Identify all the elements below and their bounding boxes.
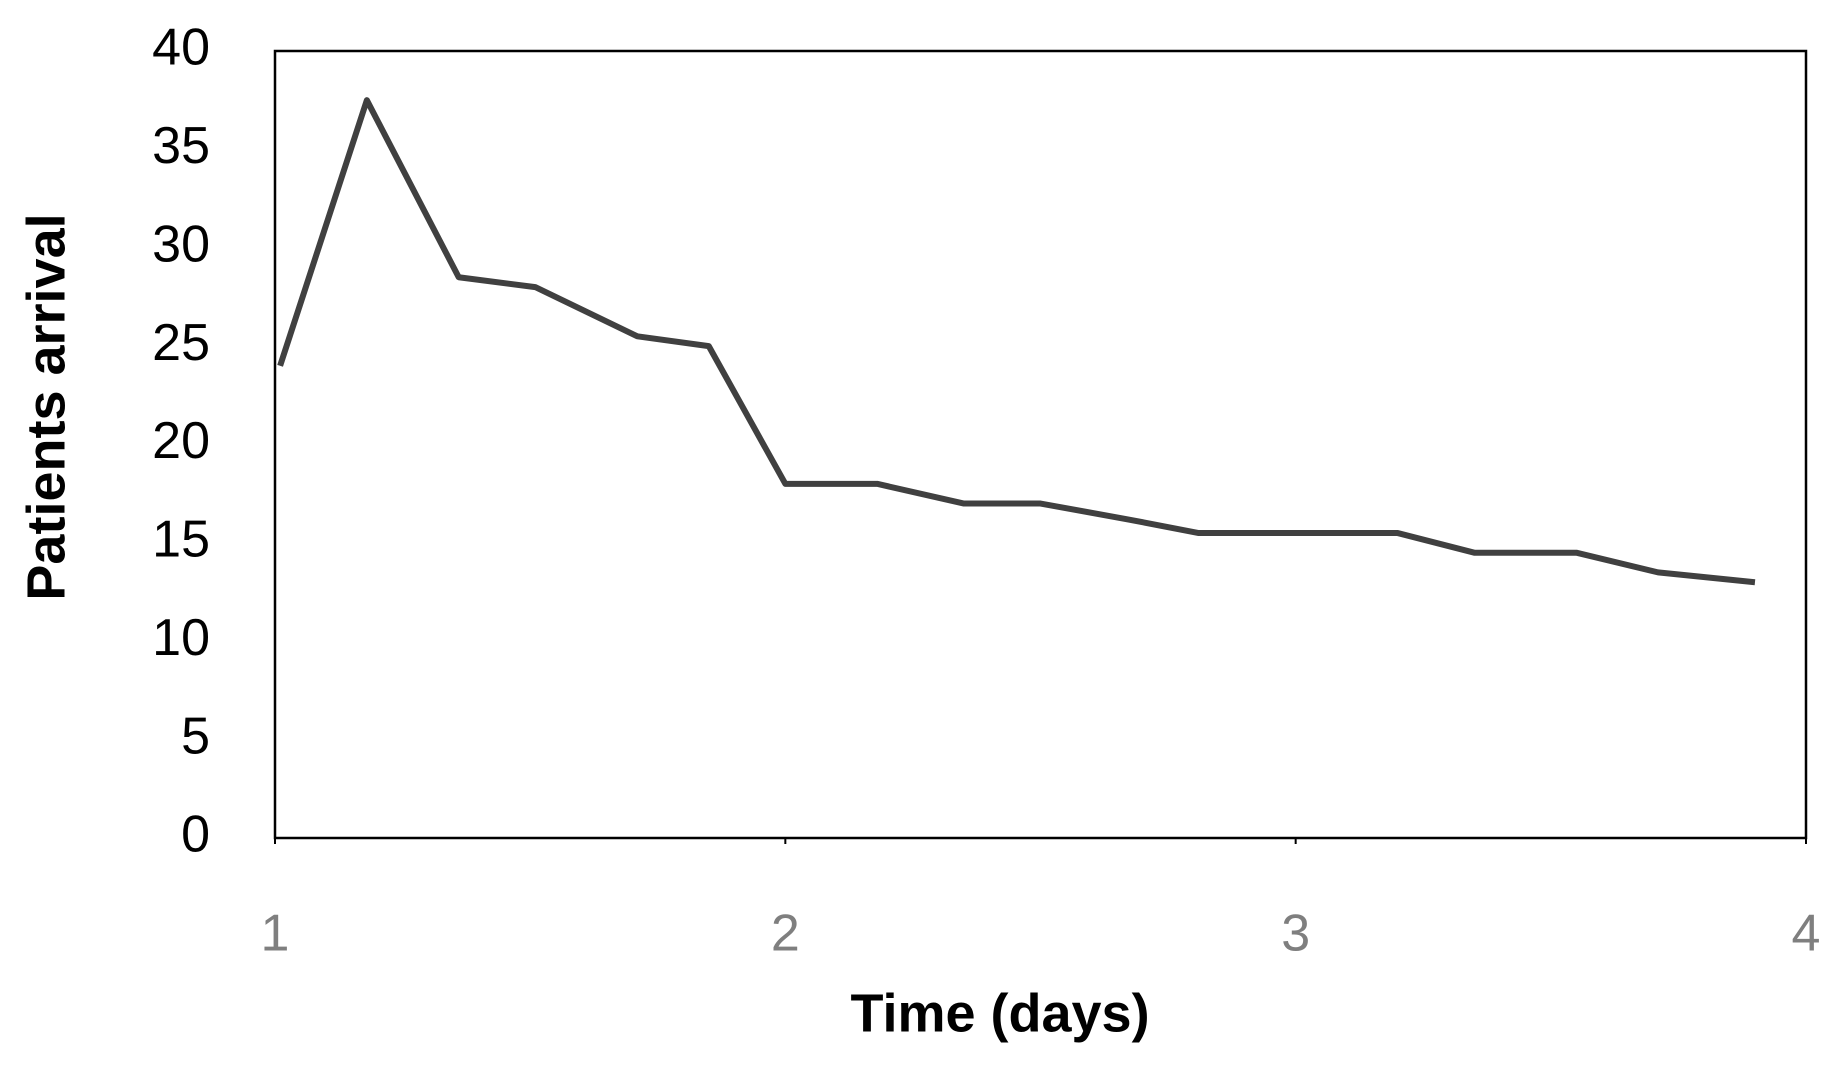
y-tick-label: 0 bbox=[181, 806, 210, 864]
y-tick-label: 10 bbox=[152, 609, 210, 667]
y-tick-label: 15 bbox=[152, 511, 210, 569]
x-tick-label: 2 bbox=[771, 905, 800, 963]
y-tick-label: 5 bbox=[181, 707, 210, 765]
x-tick-label: 3 bbox=[1281, 905, 1310, 963]
x-tick-label: 4 bbox=[1792, 905, 1821, 963]
x-tick-label: 1 bbox=[261, 905, 290, 963]
y-tick-label: 20 bbox=[152, 412, 210, 470]
y-axis-title: Patients arrival bbox=[16, 213, 76, 600]
y-tick-label: 40 bbox=[152, 19, 210, 77]
y-tick-label: 25 bbox=[152, 314, 210, 372]
x-axis-title: Time (days) bbox=[850, 983, 1149, 1043]
y-tick-label: 30 bbox=[152, 215, 210, 273]
data-line bbox=[277, 97, 1756, 586]
plot-frame bbox=[273, 49, 1808, 840]
y-tick-label: 35 bbox=[152, 117, 210, 175]
